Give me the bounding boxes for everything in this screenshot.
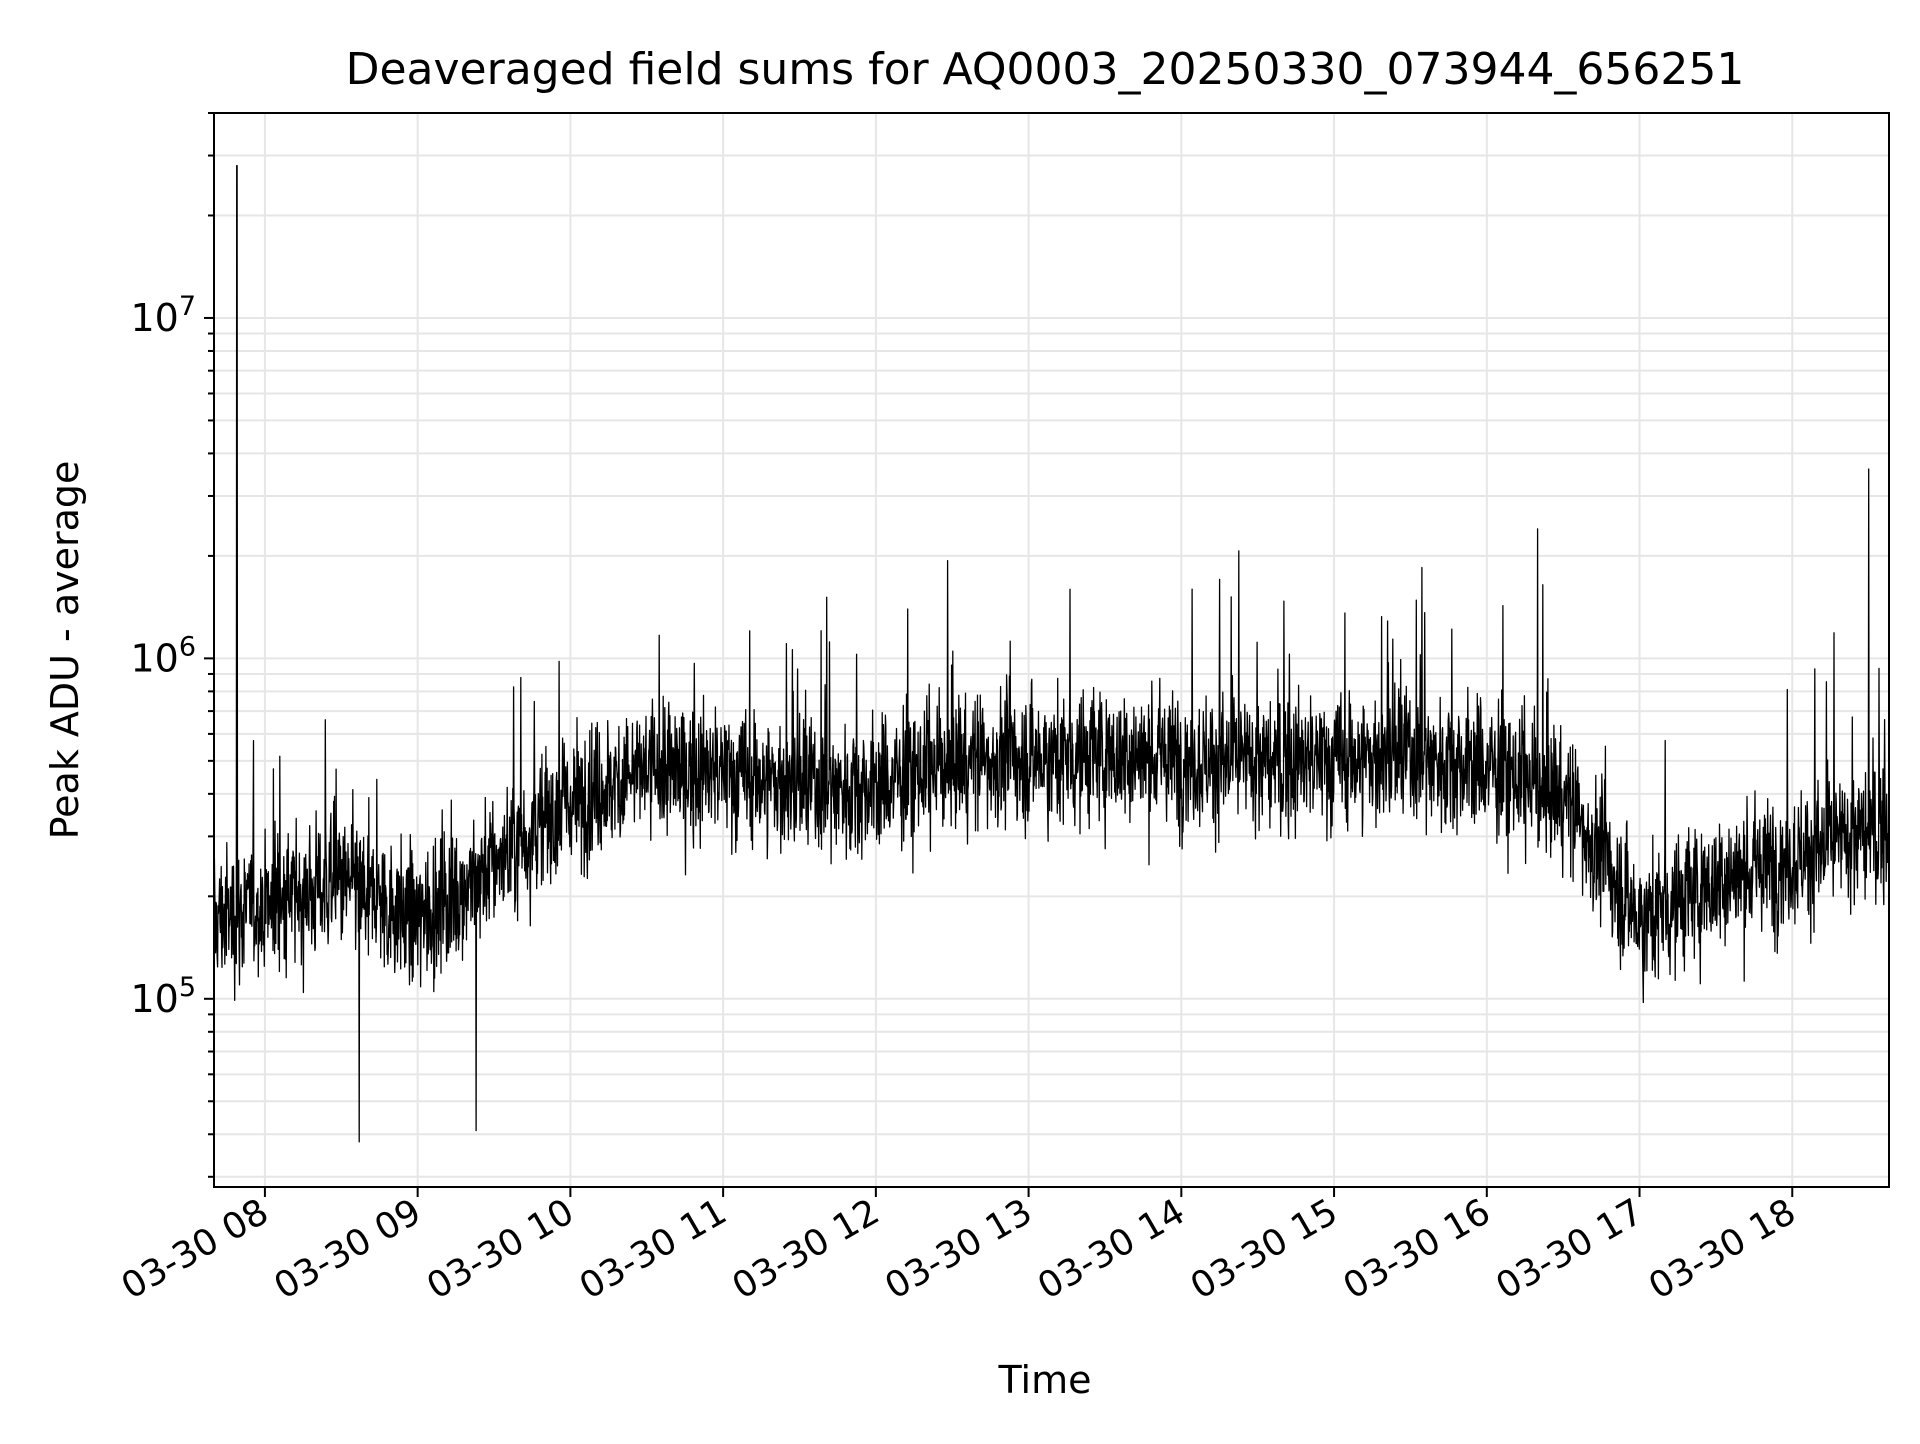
series-line (213, 165, 1890, 1143)
y-axis-label: Peak ADU - average (43, 461, 87, 840)
x-axis-label: Time (998, 1358, 1092, 1402)
y-tick-label: 106 (130, 631, 196, 680)
y-tick-label: 107 (130, 291, 196, 340)
y-ticks: 105 106 107 (130, 112, 214, 1178)
y-tick-label: 105 (130, 972, 196, 1021)
chart-title: Deaveraged field sums for AQ0003_2025033… (346, 44, 1745, 95)
plot-frame (213, 112, 1890, 1188)
series-line-group (213, 165, 1890, 1143)
